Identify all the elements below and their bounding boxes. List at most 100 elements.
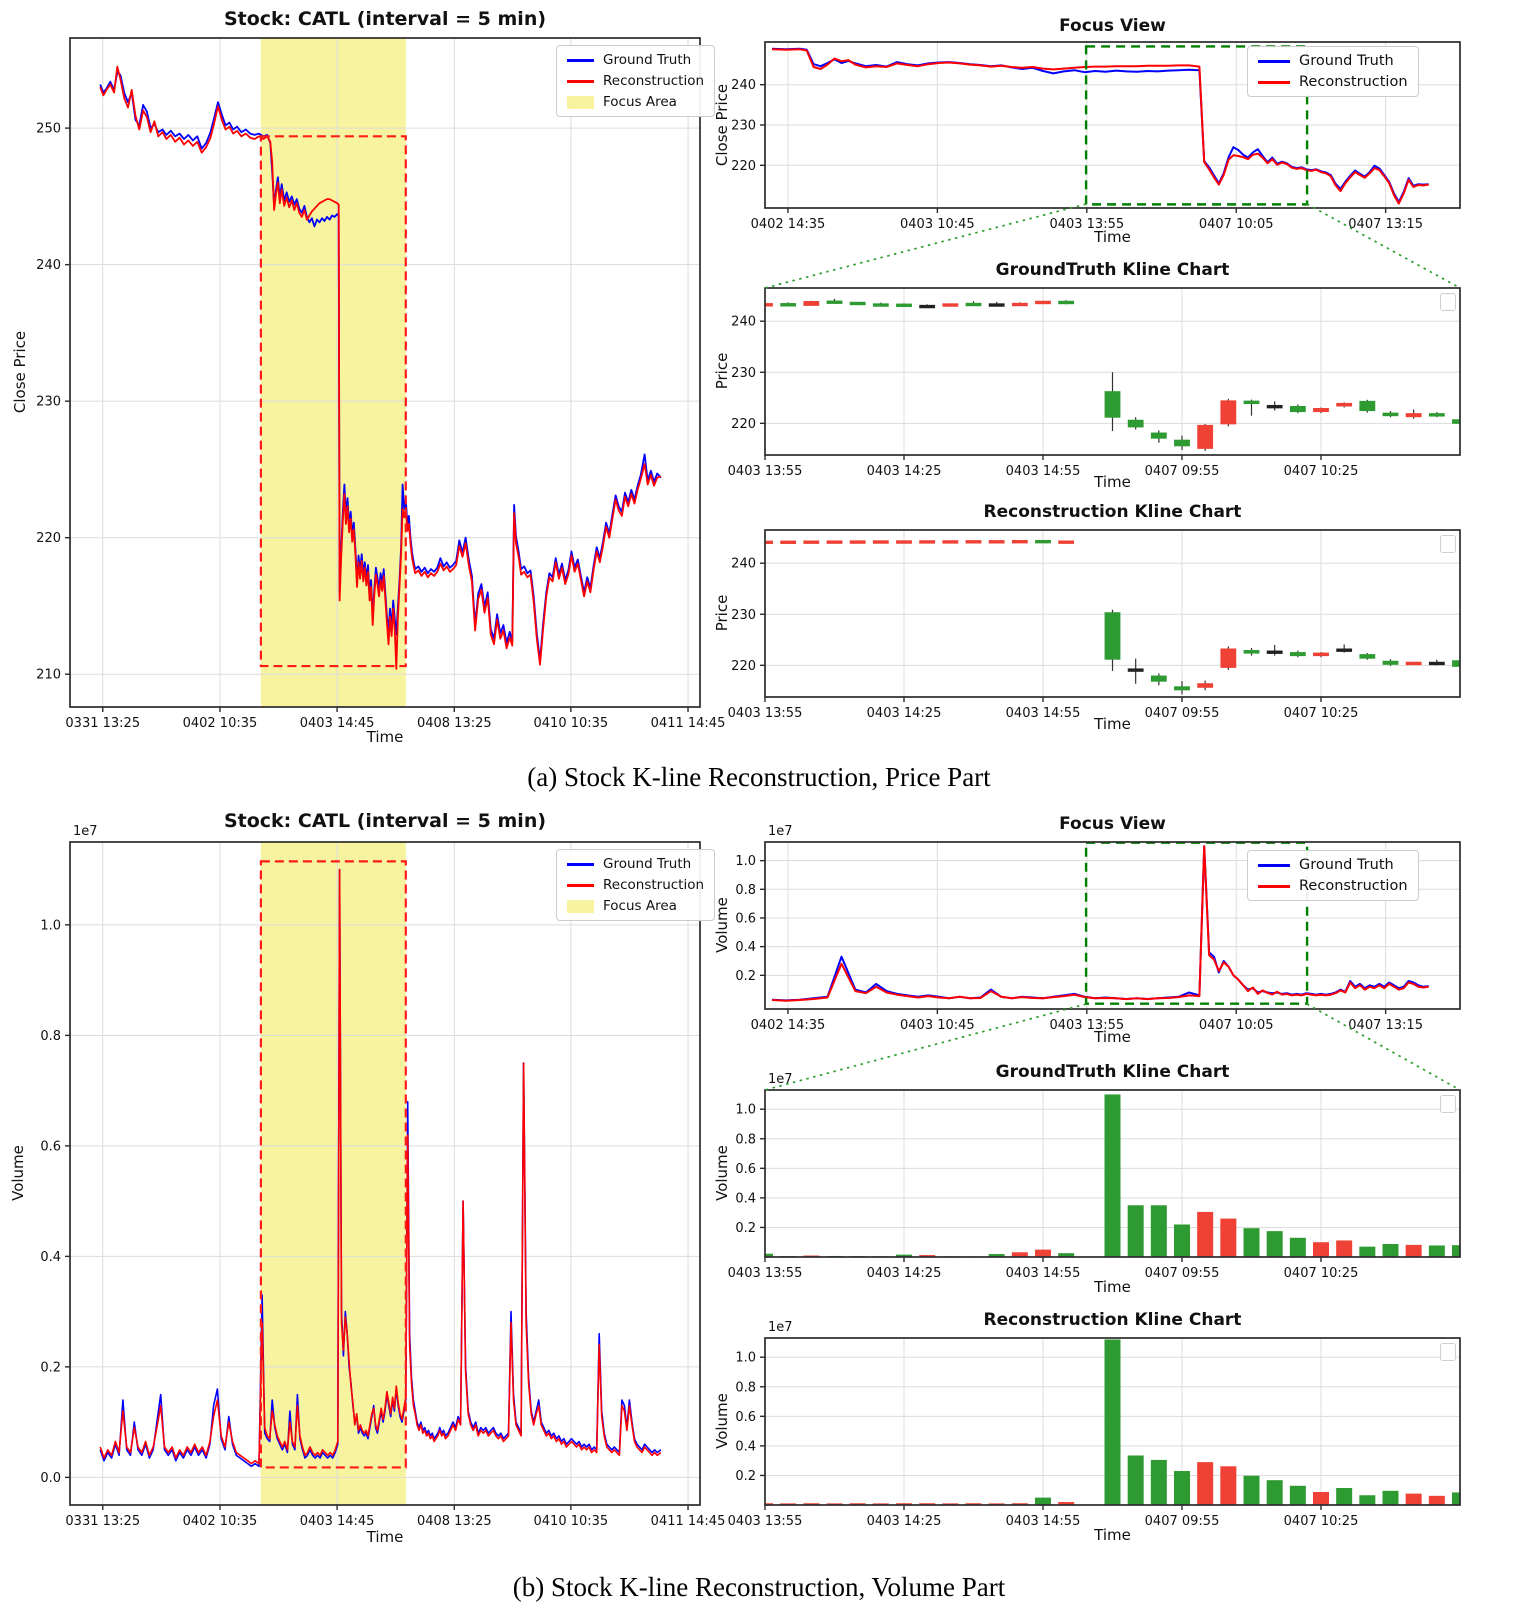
candle bbox=[1058, 300, 1075, 305]
price-kline-gt-ylabel: Price bbox=[713, 352, 731, 390]
svg-text:0411 14:45: 0411 14:45 bbox=[651, 716, 726, 731]
svg-text:0403 14:55: 0403 14:55 bbox=[1006, 706, 1081, 721]
candle bbox=[1452, 660, 1460, 667]
volume-kline-gt-mini-legend bbox=[1440, 1095, 1456, 1113]
price_kline_gt-plot: 220 230 240 0403 13:55 0403 14:25 0403 14:55 0… bbox=[728, 287, 1461, 479]
svg-text:0403 13:55: 0403 13:55 bbox=[728, 706, 803, 721]
svg-text:0.8: 0.8 bbox=[735, 1132, 756, 1147]
svg-text:240: 240 bbox=[731, 315, 756, 330]
axes-spines bbox=[69, 841, 701, 1506]
price-kline-rec-xlabel: Time bbox=[1094, 715, 1131, 733]
candle bbox=[1359, 654, 1376, 659]
volume-bar bbox=[919, 1255, 936, 1257]
svg-text:0.0: 0.0 bbox=[40, 1471, 61, 1486]
candle bbox=[1289, 405, 1306, 413]
volume-bar bbox=[765, 1253, 773, 1257]
svg-text:0410 10:35: 0410 10:35 bbox=[534, 1514, 609, 1529]
svg-text:0402 14:35: 0402 14:35 bbox=[751, 217, 826, 232]
svg-text:220: 220 bbox=[731, 417, 756, 432]
legend-label: Ground Truth bbox=[603, 52, 692, 68]
volume-bar bbox=[1359, 1246, 1376, 1257]
candle bbox=[1058, 540, 1075, 544]
svg-text:0403 13:55: 0403 13:55 bbox=[728, 1266, 803, 1281]
volume-bar bbox=[1104, 1339, 1121, 1505]
candle bbox=[1035, 539, 1051, 544]
volume-bar bbox=[1266, 1480, 1283, 1505]
svg-text:0403 14:45: 0403 14:45 bbox=[300, 1514, 375, 1529]
candle bbox=[1104, 391, 1121, 418]
candle bbox=[1405, 661, 1422, 666]
legend-label: Reconstruction bbox=[603, 73, 705, 89]
candle bbox=[965, 540, 982, 544]
svg-text:1.0: 1.0 bbox=[735, 854, 756, 869]
svg-text:0.2: 0.2 bbox=[735, 969, 756, 984]
svg-text:0407 10:25: 0407 10:25 bbox=[1284, 706, 1359, 721]
legend-label: Ground Truth bbox=[1299, 857, 1394, 873]
volume-bar bbox=[988, 1254, 1005, 1257]
candle bbox=[942, 303, 959, 307]
price-main-legend: Ground Truth Reconstruction Focus Area bbox=[556, 45, 716, 117]
price-focus-xlabel: Time bbox=[1094, 228, 1131, 246]
ground-truth-line-swatch bbox=[567, 862, 594, 866]
volume-bar bbox=[919, 1503, 936, 1505]
svg-text:0.6: 0.6 bbox=[735, 1162, 756, 1177]
candle bbox=[1428, 413, 1445, 417]
svg-text:0407 10:25: 0407 10:25 bbox=[1284, 1514, 1359, 1529]
svg-text:0403 14:25: 0403 14:25 bbox=[867, 1266, 942, 1281]
candle bbox=[1104, 612, 1121, 660]
candle bbox=[965, 302, 982, 307]
svg-text:240: 240 bbox=[36, 258, 61, 273]
volume-bar bbox=[1174, 1471, 1190, 1505]
price-kline-rec-mini-legend bbox=[1440, 535, 1456, 553]
tick-labels: 220 230 240 0403 13:55 0403 14:25 0403 14:55 0… bbox=[728, 315, 1359, 479]
legend-label: Reconstruction bbox=[1299, 878, 1408, 894]
gridlines bbox=[70, 842, 700, 1505]
volume-bar bbox=[1289, 1237, 1306, 1257]
svg-text:1.0: 1.0 bbox=[40, 918, 61, 933]
ground-truth-line-swatch bbox=[1258, 863, 1290, 867]
price_kline_rec-plot: 220 230 240 0403 13:55 0403 14:25 0403 14:55 0… bbox=[728, 529, 1461, 721]
candle bbox=[872, 303, 889, 307]
candle bbox=[1289, 652, 1306, 657]
volume_main-plot: 0.0 0.2 0.4 0.6 0.8 1.0 0331 13:25 0402 10:35 04… bbox=[40, 824, 725, 1529]
volume-bar bbox=[1405, 1493, 1422, 1505]
price-main-title: Stock: CATL (interval = 5 min) bbox=[223, 8, 547, 30]
reconstruction-line-swatch bbox=[1258, 884, 1290, 888]
volume-bar bbox=[1035, 1249, 1051, 1257]
svg-text:0.6: 0.6 bbox=[735, 1410, 756, 1425]
candle bbox=[1220, 648, 1237, 668]
svg-text:0402 14:35: 0402 14:35 bbox=[751, 1018, 826, 1033]
svg-text:0.8: 0.8 bbox=[735, 1380, 756, 1395]
candle bbox=[919, 540, 936, 544]
svg-text:0403 13:55: 0403 13:55 bbox=[728, 1514, 803, 1529]
svg-text:0407 10:25: 0407 10:25 bbox=[1284, 464, 1359, 479]
volume-kline-rec-ylabel: Volume bbox=[713, 1393, 731, 1449]
svg-text:0403 14:25: 0403 14:25 bbox=[867, 1514, 942, 1529]
axis-offset-label: 1e7 bbox=[73, 824, 98, 839]
candle bbox=[1405, 413, 1422, 418]
legend-label: Focus Area bbox=[603, 898, 677, 914]
candle bbox=[1336, 648, 1353, 652]
volume-bar bbox=[1452, 1245, 1460, 1257]
svg-text:230: 230 bbox=[731, 608, 756, 623]
candle bbox=[872, 540, 889, 544]
price-kline-rec-ylabel: Price bbox=[713, 594, 731, 632]
volume-bar bbox=[1336, 1488, 1353, 1505]
svg-text:0403 14:25: 0403 14:25 bbox=[867, 706, 942, 721]
volume-bar bbox=[849, 1503, 866, 1505]
candle bbox=[803, 301, 820, 306]
legend-label: Reconstruction bbox=[1299, 74, 1408, 90]
legend-label: Ground Truth bbox=[603, 856, 692, 872]
candle bbox=[1197, 424, 1214, 449]
svg-text:0403 14:55: 0403 14:55 bbox=[1006, 464, 1081, 479]
legend-item-ground-truth: Ground Truth bbox=[567, 856, 704, 872]
price_main-plot: 210 220 230 240 250 0331 13:25 0402 10:35 0403 … bbox=[36, 37, 726, 731]
svg-text:0.4: 0.4 bbox=[735, 1439, 756, 1454]
svg-text:0.2: 0.2 bbox=[40, 1360, 61, 1375]
volume-bar bbox=[1266, 1231, 1283, 1257]
candle bbox=[780, 540, 797, 544]
candle bbox=[1428, 661, 1445, 666]
legend-label: Reconstruction bbox=[603, 877, 705, 893]
